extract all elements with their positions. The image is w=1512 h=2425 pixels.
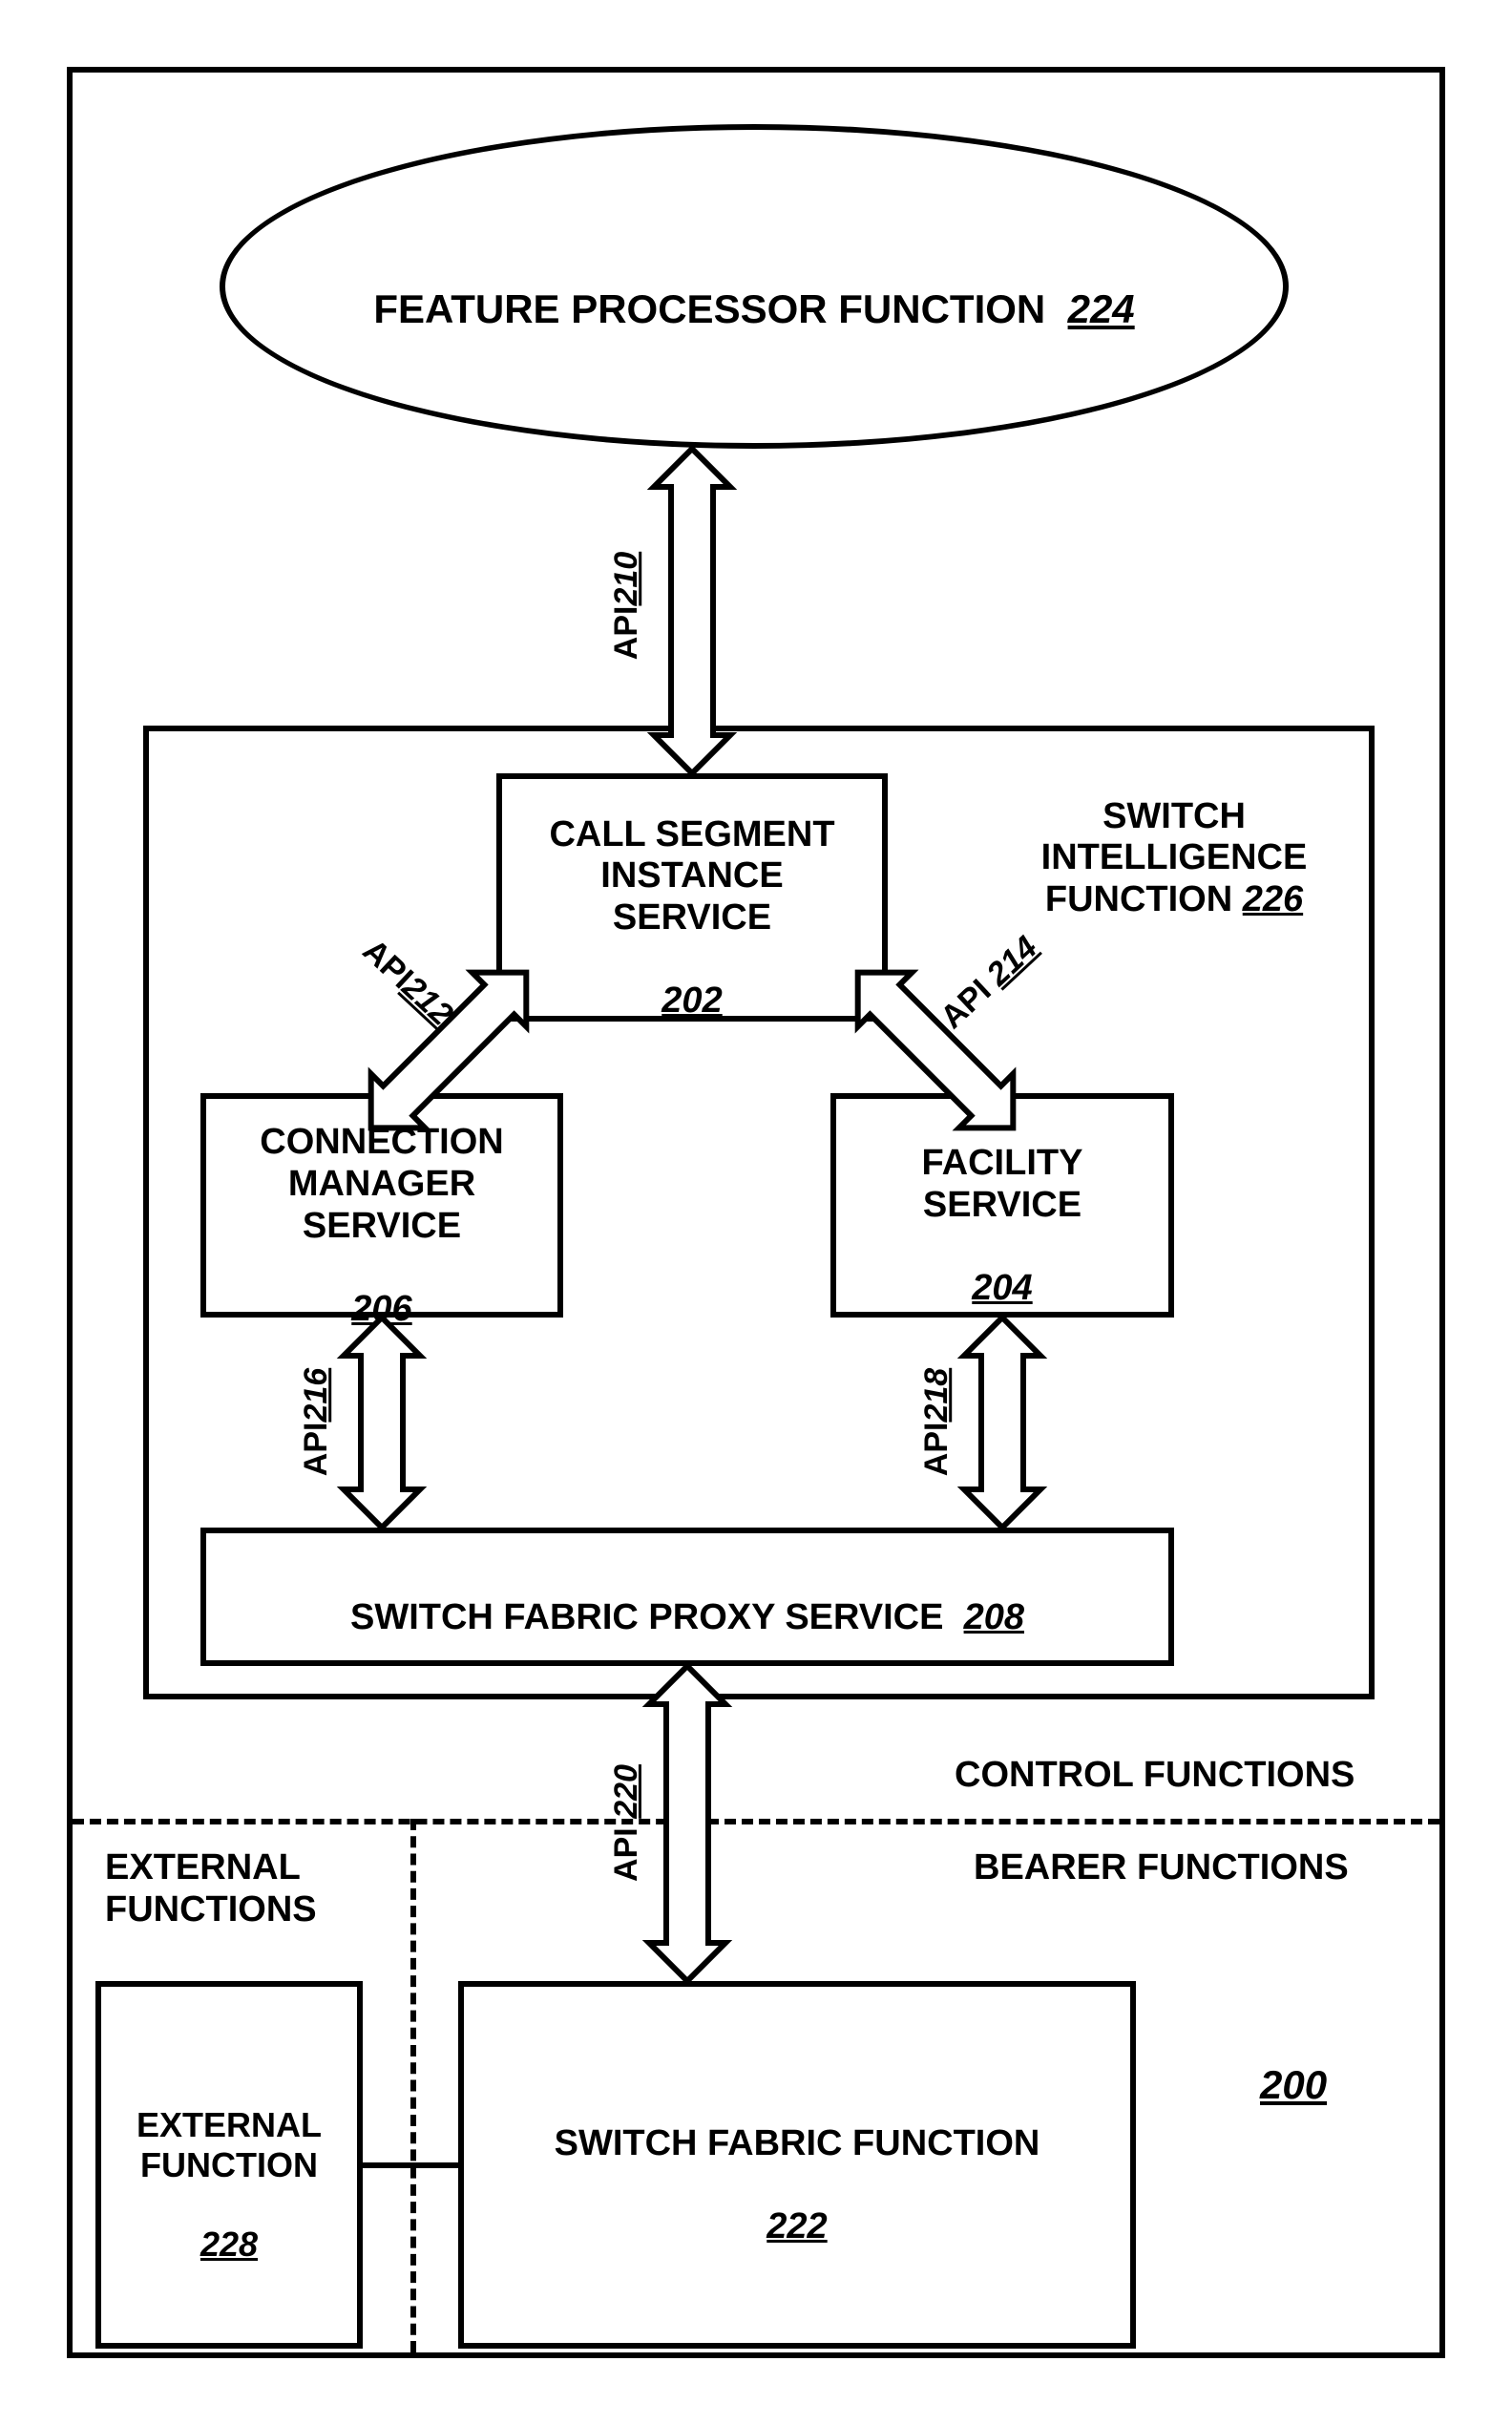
api220-arrow <box>644 1666 730 1981</box>
figure-ref-label: 200 <box>1260 2062 1327 2108</box>
fabric-proxy-node: SWITCH FABRIC PROXY SERVICE 208 <box>200 1528 1174 1666</box>
feature-processor-text: FEATURE PROCESSOR FUNCTION <box>373 286 1045 331</box>
api210-arrow <box>649 449 735 773</box>
api210-label: API210 <box>608 552 645 660</box>
api218-arrow <box>959 1318 1045 1528</box>
api220-label: API 220 <box>608 1764 645 1882</box>
bearer-functions-label: BEARER FUNCTIONS <box>974 1847 1349 1889</box>
feature-processor-ref: 224 <box>1068 286 1135 331</box>
api218-label: API218 <box>918 1368 956 1476</box>
control-bearer-divider <box>73 1819 1439 1824</box>
control-functions-label: CONTROL FUNCTIONS <box>955 1755 1354 1797</box>
feature-processor-node: FEATURE PROCESSOR FUNCTION 224 <box>220 124 1289 449</box>
external-function-node: EXTERNAL FUNCTION 228 <box>95 1981 363 2349</box>
switch-intel-title: SWITCH INTELLIGENCE FUNCTION 226 <box>993 754 1355 921</box>
diagram-canvas: FEATURE PROCESSOR FUNCTION 224 SWITCH IN… <box>0 0 1512 2425</box>
external-divider <box>410 1819 416 2352</box>
external-functions-label: EXTERNAL FUNCTIONS <box>105 1847 317 1930</box>
call-segment-node: CALL SEGMENT INSTANCE SERVICE 202 <box>496 773 888 1022</box>
api216-arrow <box>339 1318 425 1528</box>
switch-fabric-function-node: SWITCH FABRIC FUNCTION 222 <box>458 1981 1136 2349</box>
api216-label: API216 <box>298 1368 335 1476</box>
